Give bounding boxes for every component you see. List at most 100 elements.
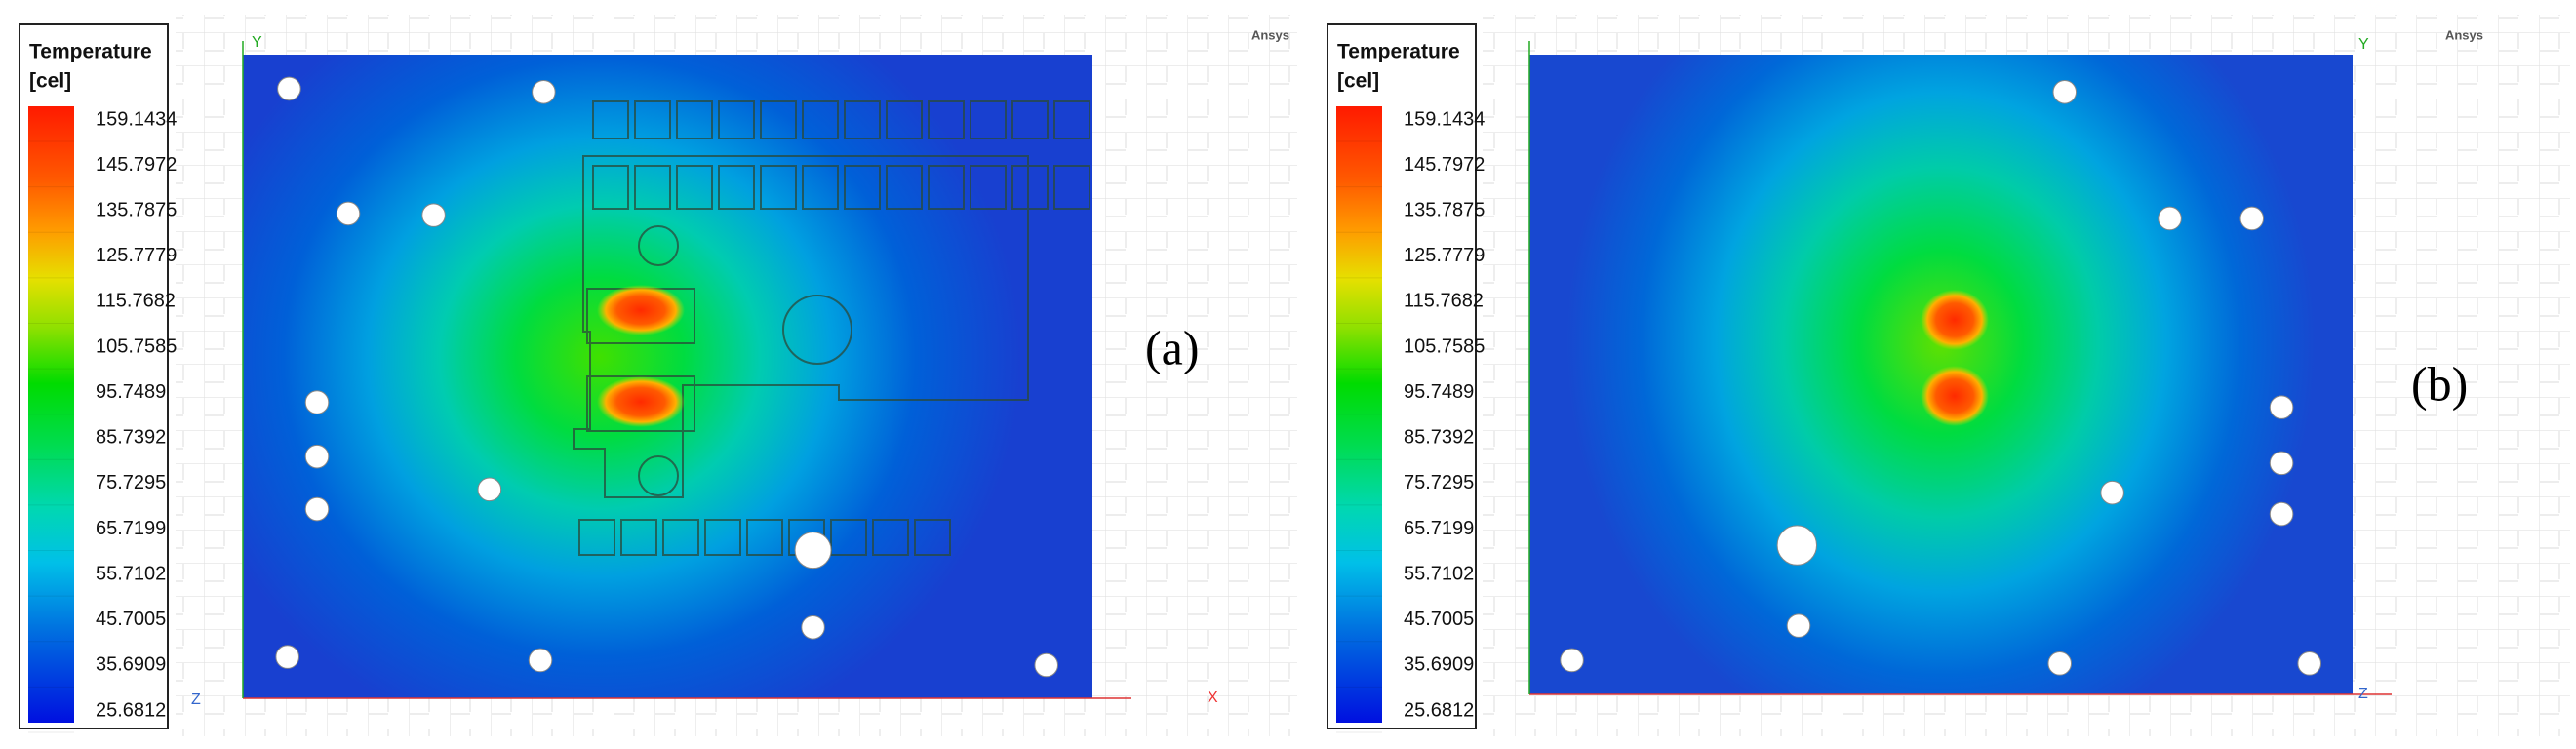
panel-label: (b) bbox=[2411, 356, 2468, 411]
mounting-hole bbox=[2047, 651, 2073, 676]
outline bbox=[634, 100, 671, 139]
legend-value: 45.7005 bbox=[1404, 609, 1474, 630]
mounting-hole bbox=[2269, 501, 2294, 527]
legend-value: 145.7972 bbox=[96, 154, 177, 176]
mounting-hole bbox=[2239, 206, 2265, 231]
mounting-hole bbox=[477, 477, 502, 502]
mounting-hole bbox=[2052, 80, 2078, 104]
outline bbox=[928, 165, 965, 210]
outline bbox=[1011, 100, 1049, 139]
legend-value: 115.7682 bbox=[96, 291, 176, 312]
legend-value: 25.6812 bbox=[1404, 699, 1474, 721]
outline bbox=[928, 100, 965, 139]
outline bbox=[634, 165, 671, 210]
outline bbox=[830, 519, 867, 556]
outline bbox=[592, 100, 629, 139]
mounting-hole bbox=[421, 203, 446, 227]
outline bbox=[802, 100, 839, 139]
axis-label: Y bbox=[252, 34, 262, 51]
legend-value: 135.7875 bbox=[96, 200, 177, 221]
mounting-hole bbox=[801, 615, 825, 640]
legend-value: 85.7392 bbox=[1404, 427, 1474, 449]
outline bbox=[886, 165, 923, 210]
watermark: Ansys bbox=[1251, 27, 1289, 42]
outline bbox=[718, 100, 755, 139]
legend-value: 105.7585 bbox=[96, 335, 177, 357]
mounting-hole bbox=[277, 76, 301, 101]
axis-label: Y bbox=[2358, 36, 2369, 53]
axis-label: X bbox=[1208, 690, 1218, 706]
hot-spot bbox=[597, 376, 685, 427]
color-bar bbox=[28, 106, 74, 723]
legend-value: 159.1434 bbox=[96, 108, 177, 130]
legend-value: 159.1434 bbox=[1404, 108, 1485, 130]
legend-unit: [cel] bbox=[29, 70, 71, 93]
legend-value: 85.7392 bbox=[96, 427, 166, 449]
outline bbox=[1053, 165, 1090, 210]
mounting-hole bbox=[304, 444, 330, 469]
outline bbox=[970, 165, 1007, 210]
legend-value: 135.7875 bbox=[1404, 200, 1485, 221]
legend-value: 55.7102 bbox=[96, 563, 166, 584]
mounting-hole bbox=[2100, 480, 2124, 505]
mounting-hole bbox=[275, 645, 299, 669]
outline bbox=[1011, 165, 1049, 210]
legend-value: 35.6909 bbox=[1404, 654, 1474, 676]
legend-value: 115.7682 bbox=[1404, 291, 1484, 312]
legend-value: 75.7295 bbox=[96, 472, 166, 493]
legend-title: Temperature bbox=[29, 41, 152, 63]
mounting-hole bbox=[794, 532, 832, 570]
outline bbox=[662, 519, 699, 556]
outline bbox=[620, 519, 657, 556]
outline bbox=[578, 519, 615, 556]
legend-value: 25.6812 bbox=[96, 699, 166, 721]
outline bbox=[592, 165, 629, 210]
component-outlines bbox=[573, 100, 1090, 556]
legend-value: 35.6909 bbox=[96, 654, 166, 676]
panel: Temperature [cel] 159.1434 145.7972 135.7875… bbox=[19, 23, 1289, 733]
hot-spot bbox=[597, 285, 685, 335]
mounting-hole bbox=[304, 496, 330, 522]
outline bbox=[872, 519, 909, 556]
outline bbox=[718, 165, 755, 210]
mounting-hole bbox=[1034, 652, 1058, 678]
outline bbox=[638, 225, 679, 266]
outline bbox=[573, 155, 1029, 498]
outline bbox=[704, 519, 741, 556]
mounting-hole bbox=[1560, 648, 1584, 673]
hot-spot bbox=[1921, 290, 1989, 350]
outline bbox=[802, 165, 839, 210]
outline bbox=[844, 100, 881, 139]
outline bbox=[970, 100, 1007, 139]
mounting-hole bbox=[2269, 451, 2294, 476]
watermark: Ansys bbox=[2445, 27, 2483, 42]
legend-value: 65.7199 bbox=[96, 518, 166, 539]
legend-value: 95.7489 bbox=[1404, 381, 1474, 403]
legend-value: 55.7102 bbox=[1404, 563, 1474, 584]
outline bbox=[914, 519, 951, 556]
mounting-hole bbox=[336, 201, 361, 226]
outline bbox=[886, 100, 923, 139]
legend-value: 45.7005 bbox=[96, 609, 166, 630]
outline bbox=[760, 100, 797, 139]
mounting-hole bbox=[2269, 395, 2294, 419]
mounting-hole bbox=[304, 390, 330, 414]
outline bbox=[1053, 100, 1090, 139]
mounting-hole bbox=[2297, 651, 2321, 676]
legend-value: 145.7972 bbox=[1404, 154, 1485, 176]
legend-value: 125.7779 bbox=[96, 245, 177, 266]
outline bbox=[676, 100, 713, 139]
outline bbox=[760, 165, 797, 210]
panel: Temperature [cel] 159.1434 145.7972 135.7875… bbox=[1327, 23, 2483, 733]
axis-label: Z bbox=[191, 691, 201, 708]
legend-unit: [cel] bbox=[1337, 70, 1379, 93]
mounting-hole bbox=[528, 648, 553, 673]
legend-value: 105.7585 bbox=[1404, 335, 1485, 357]
mounting-hole bbox=[2158, 206, 2182, 231]
hot-spot bbox=[1921, 366, 1989, 426]
mounting-hole bbox=[1786, 613, 1811, 638]
mounting-hole bbox=[1776, 525, 1818, 566]
outline bbox=[638, 455, 679, 496]
